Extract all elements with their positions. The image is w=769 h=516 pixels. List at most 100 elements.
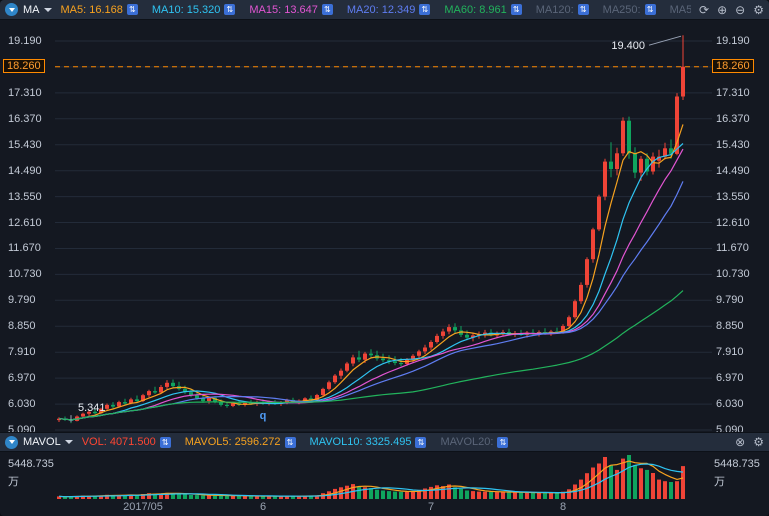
volume-indicator-selector[interactable]: MAVOL — [23, 436, 82, 448]
price-axis-label: 11.670 — [716, 242, 749, 255]
volume-indicator-toolbar: MAVOL VOL: 4071.500 ⇅ MAVOL5: 2596.272 ⇅ MAV… — [0, 432, 769, 452]
volume-unit-left: 万 — [8, 476, 19, 488]
current-price-label: 18.260 — [712, 58, 754, 73]
chevron-down-icon — [43, 7, 52, 12]
legend-label: MA250: — [602, 3, 641, 16]
legend-label: VOL: 4071.500 — [81, 436, 156, 448]
time-axis-label: 2017/05 — [123, 501, 163, 513]
volume-unit-right: 万 — [714, 476, 725, 488]
main-toolbar-icons: ⟳ ⊕ ⊖ ⚙ — [699, 4, 764, 16]
legend-label: MAVOL5: 2596.272 — [184, 436, 281, 448]
legend-item: MA5: 16.168 ⇅ — [61, 4, 138, 16]
price-axis-label: 11.670 — [8, 242, 41, 255]
time-axis-label: 7 — [427, 501, 435, 513]
legend-label: MA60: 8.961 — [444, 3, 507, 16]
panel-toggle-icon[interactable] — [5, 435, 18, 449]
indicator-adjust-icon[interactable]: ⇅ — [284, 436, 296, 448]
refresh-icon[interactable]: ⟳ — [699, 2, 710, 17]
price-axis-label: 7.910 — [716, 346, 744, 359]
svg-text:5.341: 5.341 — [78, 402, 106, 414]
legend-item: MA15: 13.647 ⇅ — [249, 4, 333, 16]
indicator-selector[interactable]: MA — [23, 4, 61, 16]
price-chart-pane[interactable]: 19.400 5.341 q 19.190 18.260 17.310 16.370 15.… — [0, 20, 769, 436]
indicator-adjust-icon[interactable]: ⇅ — [419, 4, 431, 15]
legend-item: MAVOL20: ⇅ — [440, 436, 509, 448]
legend-label: MA10: 15.320 — [151, 3, 221, 16]
volume-pane[interactable]: 5448.735 万 5448.735 万 — [0, 452, 769, 500]
legend-label: MAVOL10: 3325.495 — [309, 436, 412, 448]
settings-icon[interactable]: ⚙ — [753, 435, 764, 449]
legend-item: MA120: ⇅ — [536, 4, 589, 16]
volume-max-label-right: 5448.735 — [714, 458, 760, 470]
price-axis-label: 6.030 — [8, 398, 36, 411]
time-axis: 2017/05 6 7 8 — [0, 500, 769, 516]
indicator-adjust-icon[interactable]: ⇅ — [644, 4, 656, 15]
price-axis-label: 8.850 — [716, 320, 744, 333]
legend-label: MA5: 16.168 — [60, 3, 123, 16]
main-indicator-toolbar: MA MA5: 16.168 ⇅ MA10: 15.320 ⇅ MA15: 13.647… — [0, 0, 769, 20]
price-axis-label: 6.030 — [716, 398, 744, 411]
indicator-adjust-icon[interactable]: ⇅ — [577, 4, 589, 15]
price-axis-label: 8.850 — [8, 320, 36, 333]
price-axis-label: 12.610 — [716, 216, 750, 229]
price-axis-label: 17.310 — [8, 86, 42, 99]
volume-max-label-left: 5448.735 — [8, 458, 54, 470]
indicator-adjust-icon[interactable]: ⇅ — [510, 4, 522, 15]
volume-indicator-name: MAVOL — [23, 436, 61, 448]
settings-icon[interactable]: ⚙ — [753, 2, 764, 17]
indicator-adjust-icon[interactable]: ⇅ — [415, 436, 427, 448]
legend-item: MAVOL5: 2596.272 ⇅ — [185, 436, 296, 448]
legend-label: MA20: 12.349 — [346, 3, 416, 16]
price-axis-label: 9.790 — [8, 294, 36, 307]
price-axis-label: 13.550 — [8, 190, 42, 203]
ma-legend: MA5: 16.168 ⇅ MA10: 15.320 ⇅ MA15: 13.647 ⇅ MA… — [61, 4, 692, 16]
legend-item: MAVOL10: 3325.495 ⇅ — [310, 436, 427, 448]
price-axis-label: 10.730 — [716, 268, 750, 281]
chevron-down-icon — [64, 440, 73, 444]
close-icon[interactable]: ⊗ — [735, 435, 746, 449]
price-axis-label: 17.310 — [716, 86, 750, 99]
price-axis-label: 19.190 — [8, 35, 42, 47]
price-axis-label: 6.970 — [8, 372, 36, 385]
zoom-out-icon[interactable]: ⊖ — [735, 2, 746, 17]
time-axis-label: 8 — [559, 501, 567, 513]
volume-legend: VOL: 4071.500 ⇅ MAVOL5: 2596.272 ⇅ MAVOL10: … — [82, 436, 727, 448]
price-axis-label: 15.430 — [716, 138, 750, 151]
price-axis-label: 14.490 — [716, 164, 750, 177]
volume-chart[interactable] — [0, 452, 769, 500]
price-axis-label: 16.370 — [716, 112, 750, 125]
price-axis-label: 19.190 — [716, 35, 750, 47]
legend-item: VOL: 4071.500 ⇅ — [82, 436, 171, 448]
legend-label: MA50 — [669, 3, 692, 16]
indicator-adjust-icon[interactable]: ⇅ — [321, 4, 333, 15]
legend-label: MA15: 13.647 — [249, 3, 318, 16]
price-axis-label: 7.910 — [8, 346, 36, 359]
indicator-name: MA — [23, 3, 40, 16]
legend-label: MA120: — [535, 3, 574, 16]
indicator-adjust-icon[interactable]: ⇅ — [497, 436, 509, 448]
svg-text:q: q — [260, 410, 267, 422]
candlestick-chart[interactable]: 19.400 5.341 q — [0, 20, 769, 432]
zoom-in-icon[interactable]: ⊕ — [717, 2, 728, 17]
legend-item: MA10: 15.320 ⇅ — [152, 4, 236, 16]
indicator-adjust-icon[interactable]: ⇅ — [126, 4, 138, 15]
legend-label: MAVOL20: — [440, 436, 494, 448]
legend-item: MA20: 12.349 ⇅ — [347, 4, 431, 16]
price-axis-label: 10.730 — [8, 268, 42, 281]
volume-toolbar-icons: ⊗ ⚙ — [735, 436, 764, 448]
indicator-adjust-icon[interactable]: ⇅ — [159, 436, 171, 448]
price-axis-label: 13.550 — [716, 190, 750, 203]
time-axis-label: 6 — [259, 501, 267, 513]
indicator-adjust-icon[interactable]: ⇅ — [224, 4, 236, 15]
price-axis-label: 9.790 — [716, 294, 744, 307]
legend-item: MA50⇅ — [670, 4, 691, 16]
legend-item: MA250: ⇅ — [603, 4, 656, 16]
price-axis-label: 14.490 — [8, 164, 42, 177]
price-axis-label: 6.970 — [716, 372, 744, 385]
panel-toggle-icon[interactable] — [5, 3, 18, 16]
price-axis-label: 15.430 — [8, 138, 42, 151]
legend-item: MA60: 8.961 ⇅ — [444, 3, 522, 16]
price-axis-label: 16.370 — [8, 112, 42, 125]
price-axis-label: 12.610 — [8, 216, 42, 229]
